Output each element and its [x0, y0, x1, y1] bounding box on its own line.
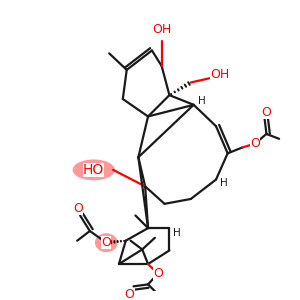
Text: H: H [198, 96, 205, 106]
Text: O: O [250, 137, 260, 150]
Ellipse shape [73, 160, 114, 180]
Text: O: O [73, 202, 83, 215]
Text: HO: HO [83, 163, 104, 177]
Text: OH: OH [152, 22, 171, 36]
Text: H: H [173, 228, 181, 238]
Text: OH: OH [210, 68, 230, 81]
Text: O: O [262, 106, 272, 119]
Ellipse shape [96, 234, 117, 251]
Text: H: H [220, 178, 228, 188]
Text: O: O [125, 288, 135, 300]
Text: O: O [153, 267, 163, 280]
Text: O: O [101, 236, 111, 249]
